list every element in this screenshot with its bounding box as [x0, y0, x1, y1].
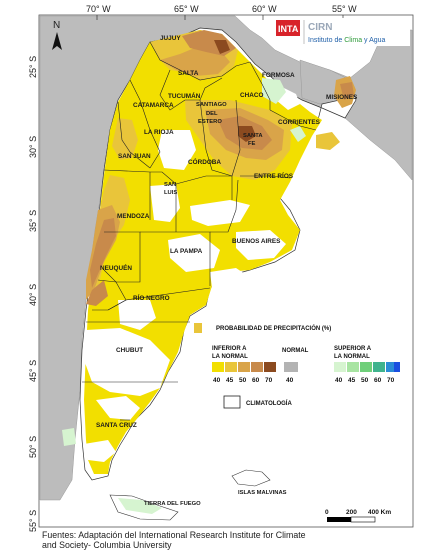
legend-above-label-2: LA NORMAL	[334, 354, 370, 360]
province-label-jujuy: JUJUY	[160, 35, 181, 42]
scale-label-200: 200	[346, 509, 357, 516]
province-label-santa-fe-2: FE	[248, 141, 256, 147]
province-label-san-luis-1: SAN	[164, 182, 176, 188]
scale-bar-dark-segment	[327, 517, 351, 522]
province-label-tucuman: TUCUMÁN	[168, 91, 201, 100]
inta-logo-text: INTA	[278, 24, 299, 34]
province-label-tierra-del-fuego: TIERRA DEL FUEGO	[144, 501, 201, 507]
legend-above-value-45: 45	[348, 377, 356, 384]
scale-bar: 0 200 400 Km	[325, 509, 391, 523]
province-label-rio-negro: RÍO NEGRO	[133, 293, 170, 302]
province-label-santa-fe-1: SANTA	[243, 133, 263, 139]
legend-title: PROBABILIDAD DE PRECIPITACIÓN (%)	[216, 324, 331, 332]
lat-label-50s: 50° S	[28, 436, 38, 458]
source-line-1: Fuentes: Adaptación del International Re…	[42, 530, 306, 540]
legend-swatch-normal-40	[284, 362, 298, 372]
institute-name: Instituto de Clima y Agua	[308, 37, 386, 44]
legend-below-value-70: 70	[265, 377, 273, 384]
lat-label-55s: 55° S	[28, 510, 38, 532]
legend-swatch-below-45	[225, 362, 237, 372]
inta-cirn-logo: INTA CIRN Instituto de Clima y Agua	[272, 18, 410, 46]
province-label-santiago-2: DEL	[206, 111, 218, 117]
province-label-corrientes: CORRIENTES	[278, 119, 321, 126]
legend-swatch-above-45	[347, 362, 359, 372]
lon-label-65w: 65° W	[174, 4, 199, 14]
source-note: Fuentes: Adaptación del International Re…	[42, 530, 306, 550]
lat-label-40s: 40° S	[28, 284, 38, 306]
legend-below-value-50: 50	[239, 377, 247, 384]
legend-swatch-above-50	[360, 362, 372, 372]
province-borders	[82, 41, 317, 421]
source-line-2: and Society- Columbia University	[42, 540, 172, 550]
legend-swatch-above-60	[373, 362, 385, 372]
province-label-santa-cruz: SANTA CRUZ	[96, 422, 137, 429]
lat-label-45s: 45° S	[28, 360, 38, 382]
legend-below-value-45: 45	[226, 377, 234, 384]
legend-swatch-below-70	[264, 362, 276, 372]
graticule: 70° W 65° W 60° W 55° W 25° S 30° S 35° …	[28, 4, 357, 532]
legend-swatch-above-top	[394, 362, 400, 372]
legend-climatology-label: CLIMATOLOGÍA	[246, 399, 292, 407]
lon-label-60w: 60° W	[252, 4, 277, 14]
province-label-san-juan: SAN JUAN	[118, 153, 151, 160]
province-label-catamarca: CATAMARCA	[133, 102, 174, 109]
scale-bar-light-segment	[350, 516, 376, 523]
province-label-buenos-aires: BUENOS AIRES	[232, 238, 281, 245]
legend-accent-swatch	[194, 323, 202, 333]
lat-label-25s: 25° S	[28, 56, 38, 78]
province-label-salta: SALTA	[178, 70, 199, 77]
legend-normal-value-40: 40	[286, 377, 294, 384]
inta-logo-block	[276, 20, 300, 36]
legend-below-label-1: INFERIOR A	[212, 346, 247, 352]
province-label-san-luis-2: LUIS	[164, 190, 177, 196]
cirn-logo-text: CIRN	[308, 22, 332, 33]
province-label-mendoza: MENDOZA	[117, 213, 150, 220]
province-label-cordoba: CÓRDOBA	[188, 157, 221, 166]
lat-label-30s: 30° S	[28, 136, 38, 158]
legend-climatology-swatch	[223, 395, 241, 409]
legend-above-value-50: 50	[361, 377, 369, 384]
legend: PROBABILIDAD DE PRECIPITACIÓN (%) INFERI…	[194, 323, 400, 409]
province-label-misiones: MISIONES	[326, 94, 358, 101]
institute-clima: Clima	[344, 37, 362, 44]
province-label-islas-malvinas: ISLAS MALVINAS	[238, 490, 287, 496]
province-label-neuquen: NEUQUÉN	[100, 263, 132, 272]
legend-below-value-60: 60	[252, 377, 260, 384]
north-arrow-icon: N	[52, 20, 62, 50]
legend-swatch-below-50	[238, 362, 250, 372]
legend-swatch-above-40	[334, 362, 346, 372]
legend-swatch-below-40	[212, 362, 224, 372]
institute-prefix: Instituto de	[308, 37, 344, 44]
province-label-santiago-3: ESTERO	[198, 119, 222, 125]
legend-above-label-1: SUPERIOR A	[334, 346, 372, 352]
scale-label-0: 0	[325, 509, 329, 516]
province-label-santiago-1: SANTIAGO	[196, 102, 227, 108]
malvinas-islands	[231, 469, 271, 487]
legend-normal-label: NORMAL	[282, 348, 309, 354]
province-labels: JUJUY SALTA FORMOSA CHACO MISIONES TUCUM…	[96, 35, 358, 507]
institute-suffix: y Agua	[362, 37, 385, 44]
legend-above-value-60: 60	[374, 377, 382, 384]
scale-label-400: 400 Km	[368, 509, 391, 516]
province-label-la-pampa: LA PAMPA	[170, 248, 203, 255]
legend-above-value-70: 70	[387, 377, 395, 384]
north-arrow-label: N	[53, 20, 60, 31]
precipitation-shading	[62, 30, 356, 474]
legend-above-value-40: 40	[335, 377, 343, 384]
legend-swatch-below-60	[251, 362, 263, 372]
tierra-del-fuego-green	[118, 498, 162, 514]
lon-label-55w: 55° W	[332, 4, 357, 14]
legend-swatch-above-70	[386, 362, 394, 372]
province-label-chubut: CHUBUT	[116, 347, 143, 354]
legend-below-label-2: LA NORMAL	[212, 354, 248, 360]
province-label-chaco: CHACO	[240, 92, 263, 99]
province-label-formosa: FORMOSA	[262, 72, 295, 79]
lon-label-70w: 70° W	[86, 4, 111, 14]
lat-label-35s: 35° S	[28, 210, 38, 232]
province-label-entre-rios: ENTRE RÍOS	[254, 171, 294, 180]
province-label-la-rioja: LA RIOJA	[144, 129, 174, 136]
legend-below-value-40: 40	[213, 377, 221, 384]
